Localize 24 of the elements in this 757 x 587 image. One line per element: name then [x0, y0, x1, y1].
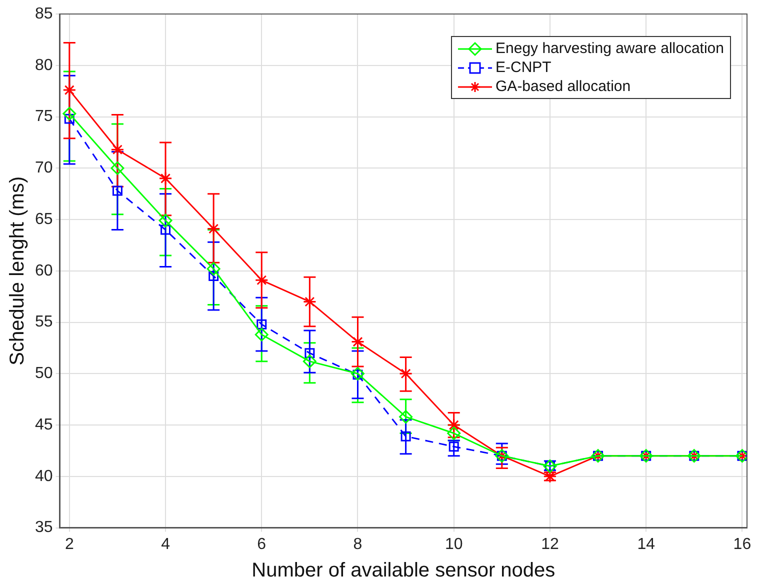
legend-label: Enegy harvesting aware allocation [496, 40, 724, 57]
x-tick-label: 12 [541, 536, 559, 553]
x-tick-label: 4 [161, 536, 170, 553]
y-tick-label: 75 [35, 108, 53, 126]
y-tick-label: 80 [35, 56, 53, 74]
y-tick-label: 50 [35, 365, 53, 382]
y-tick-label: 40 [35, 468, 53, 485]
y-tick-label: 65 [35, 210, 53, 228]
x-tick-label: 2 [64, 536, 74, 553]
y-tick-label: 45 [35, 416, 53, 434]
x-axis-title: Number of available sensor nodes [252, 560, 556, 582]
y-tick-label: 85 [35, 5, 53, 22]
x-tick-label: 14 [637, 536, 656, 553]
x-tick-label: 16 [733, 536, 752, 553]
y-tick-label: 70 [35, 160, 53, 177]
y-axis-title: Schedule lenght (ms) [6, 176, 29, 366]
y-tick-label: 55 [35, 314, 53, 331]
x-tick-label: 10 [444, 536, 463, 553]
legend-label: E-CNPT [496, 59, 552, 76]
y-tick-label: 35 [35, 519, 53, 536]
y-tick-label: 60 [35, 262, 53, 280]
legend-label: GA-based allocation [496, 78, 631, 95]
x-tick-label: 6 [257, 536, 266, 553]
x-tick-label: 8 [353, 536, 362, 553]
